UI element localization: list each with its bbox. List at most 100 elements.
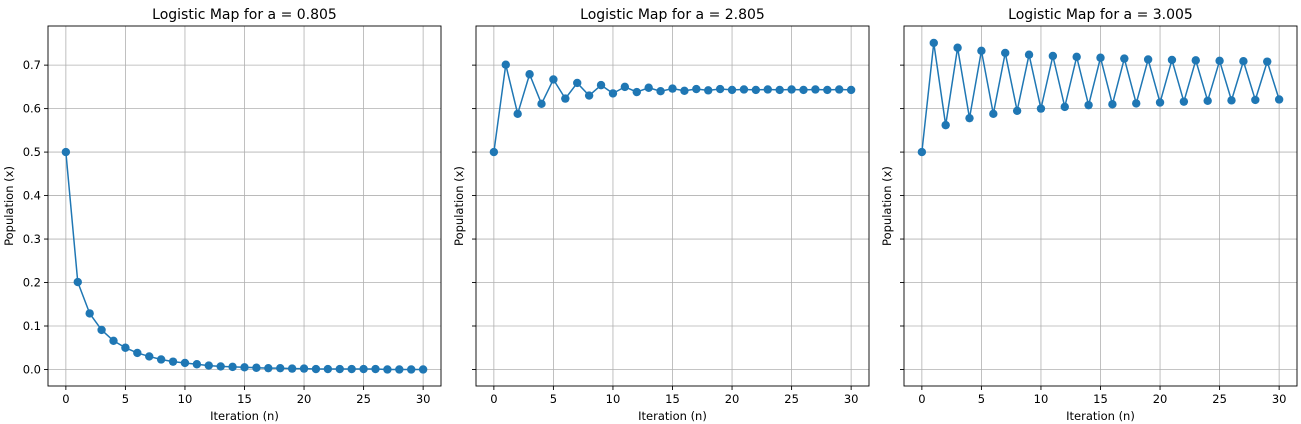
x-tick-label: 0 <box>490 392 497 406</box>
x-tick-label: 10 <box>1034 392 1049 406</box>
y-tick-label: 0.4 <box>23 189 41 203</box>
y-tick-label: 0.5 <box>23 145 41 159</box>
data-point <box>692 84 701 94</box>
data-point <box>418 365 428 374</box>
y-tick-label: 0.1 <box>23 319 41 333</box>
data-point <box>727 85 737 95</box>
x-tick-label: 30 <box>1272 392 1287 406</box>
data-point <box>1001 48 1010 58</box>
data-point <box>620 82 630 92</box>
data-point <box>977 46 986 55</box>
data-point <box>1215 56 1224 65</box>
data-point <box>97 325 106 335</box>
data-point <box>787 85 796 94</box>
data-point <box>1012 106 1022 115</box>
data-point <box>216 362 225 371</box>
y-tick-label: 0.3 <box>23 232 41 246</box>
x-tick-label: 20 <box>725 392 740 406</box>
data-point <box>1120 54 1129 63</box>
data-point <box>680 86 689 95</box>
data-point <box>252 363 261 372</box>
data-point <box>929 38 938 48</box>
x-tick-label: 5 <box>550 392 557 406</box>
data-point <box>323 364 333 374</box>
data-point <box>1227 96 1236 105</box>
x-tick-label: 5 <box>122 392 129 406</box>
data-point <box>1143 55 1153 64</box>
data-point <box>335 364 344 374</box>
data-point <box>644 83 653 92</box>
data-point <box>228 362 237 372</box>
data-point <box>1274 95 1284 104</box>
data-point <box>1239 57 1248 66</box>
data-point <box>264 363 273 373</box>
data-point <box>192 360 202 369</box>
data-point <box>501 60 510 69</box>
data-point <box>395 365 404 374</box>
data-point <box>751 85 761 95</box>
data-point <box>1024 50 1034 59</box>
y-axis-label: Population (x) <box>880 166 894 246</box>
x-tick-label: 15 <box>237 392 252 406</box>
x-axis-label: Iteration (n) <box>210 409 279 423</box>
data-point <box>1084 100 1093 110</box>
data-point <box>168 357 178 366</box>
x-tick-label: 15 <box>1093 392 1108 406</box>
x-tick-label: 30 <box>844 392 859 406</box>
data-point <box>109 336 118 345</box>
data-point <box>584 91 594 100</box>
data-point <box>668 84 677 93</box>
x-axis-label: Iteration (n) <box>638 409 707 423</box>
data-point <box>596 80 606 90</box>
data-point <box>704 86 713 95</box>
data-point <box>965 113 974 123</box>
data-point <box>287 364 297 373</box>
chart-title: Logistic Map for a = 2.805 <box>580 7 765 23</box>
y-tick-label: 0.7 <box>23 58 41 72</box>
data-point <box>835 85 844 94</box>
data-point <box>561 94 570 103</box>
data-point <box>407 365 416 374</box>
data-point <box>823 85 832 95</box>
data-point <box>799 85 808 95</box>
data-point <box>204 361 213 370</box>
data-point <box>1036 104 1046 113</box>
x-tick-label: 30 <box>416 392 431 406</box>
x-tick-label: 0 <box>918 392 925 406</box>
data-point <box>180 358 190 368</box>
data-point <box>489 147 499 157</box>
data-point <box>85 309 94 318</box>
y-tick-label: 0.0 <box>23 362 41 376</box>
chart-panel-2: 0 5 10 15 20 25 30 Logistic Map for a = 2.805 It… <box>452 7 870 423</box>
data-point <box>1072 52 1081 62</box>
y-axis-label: Population (x) <box>452 166 466 246</box>
x-tick-label: 25 <box>784 392 799 406</box>
data-point <box>156 355 166 364</box>
data-point <box>276 363 285 373</box>
chart-panel-3: 0 5 10 15 20 25 30 Logistic Map for a = 3.005 It… <box>880 7 1298 423</box>
data-point <box>1191 56 1200 65</box>
data-point <box>1096 53 1105 62</box>
data-point <box>121 343 130 352</box>
x-axis-label: Iteration (n) <box>1066 409 1135 423</box>
data-point <box>133 348 142 358</box>
x-tick-label: 15 <box>665 392 680 406</box>
x-tick-label: 0 <box>62 392 69 406</box>
data-point <box>145 352 154 361</box>
data-point <box>1108 100 1117 109</box>
x-tick-label: 25 <box>1212 392 1227 406</box>
data-point <box>632 87 641 97</box>
chart-panel-1: 0 5 10 15 20 25 30 0.0 0.1 0.2 0.3 0.4 0.5 0.6 0.7 Logi… <box>2 7 442 423</box>
data-point <box>715 84 725 94</box>
data-point <box>383 365 392 374</box>
y-tick-label: 0.6 <box>23 102 41 116</box>
data-point <box>537 99 546 109</box>
data-point <box>1155 98 1165 107</box>
x-tick-label: 10 <box>178 392 193 406</box>
data-point <box>1203 96 1212 105</box>
data-point <box>656 87 665 96</box>
x-tick-label: 20 <box>297 392 312 406</box>
data-point <box>525 70 534 79</box>
data-point <box>1132 99 1141 108</box>
